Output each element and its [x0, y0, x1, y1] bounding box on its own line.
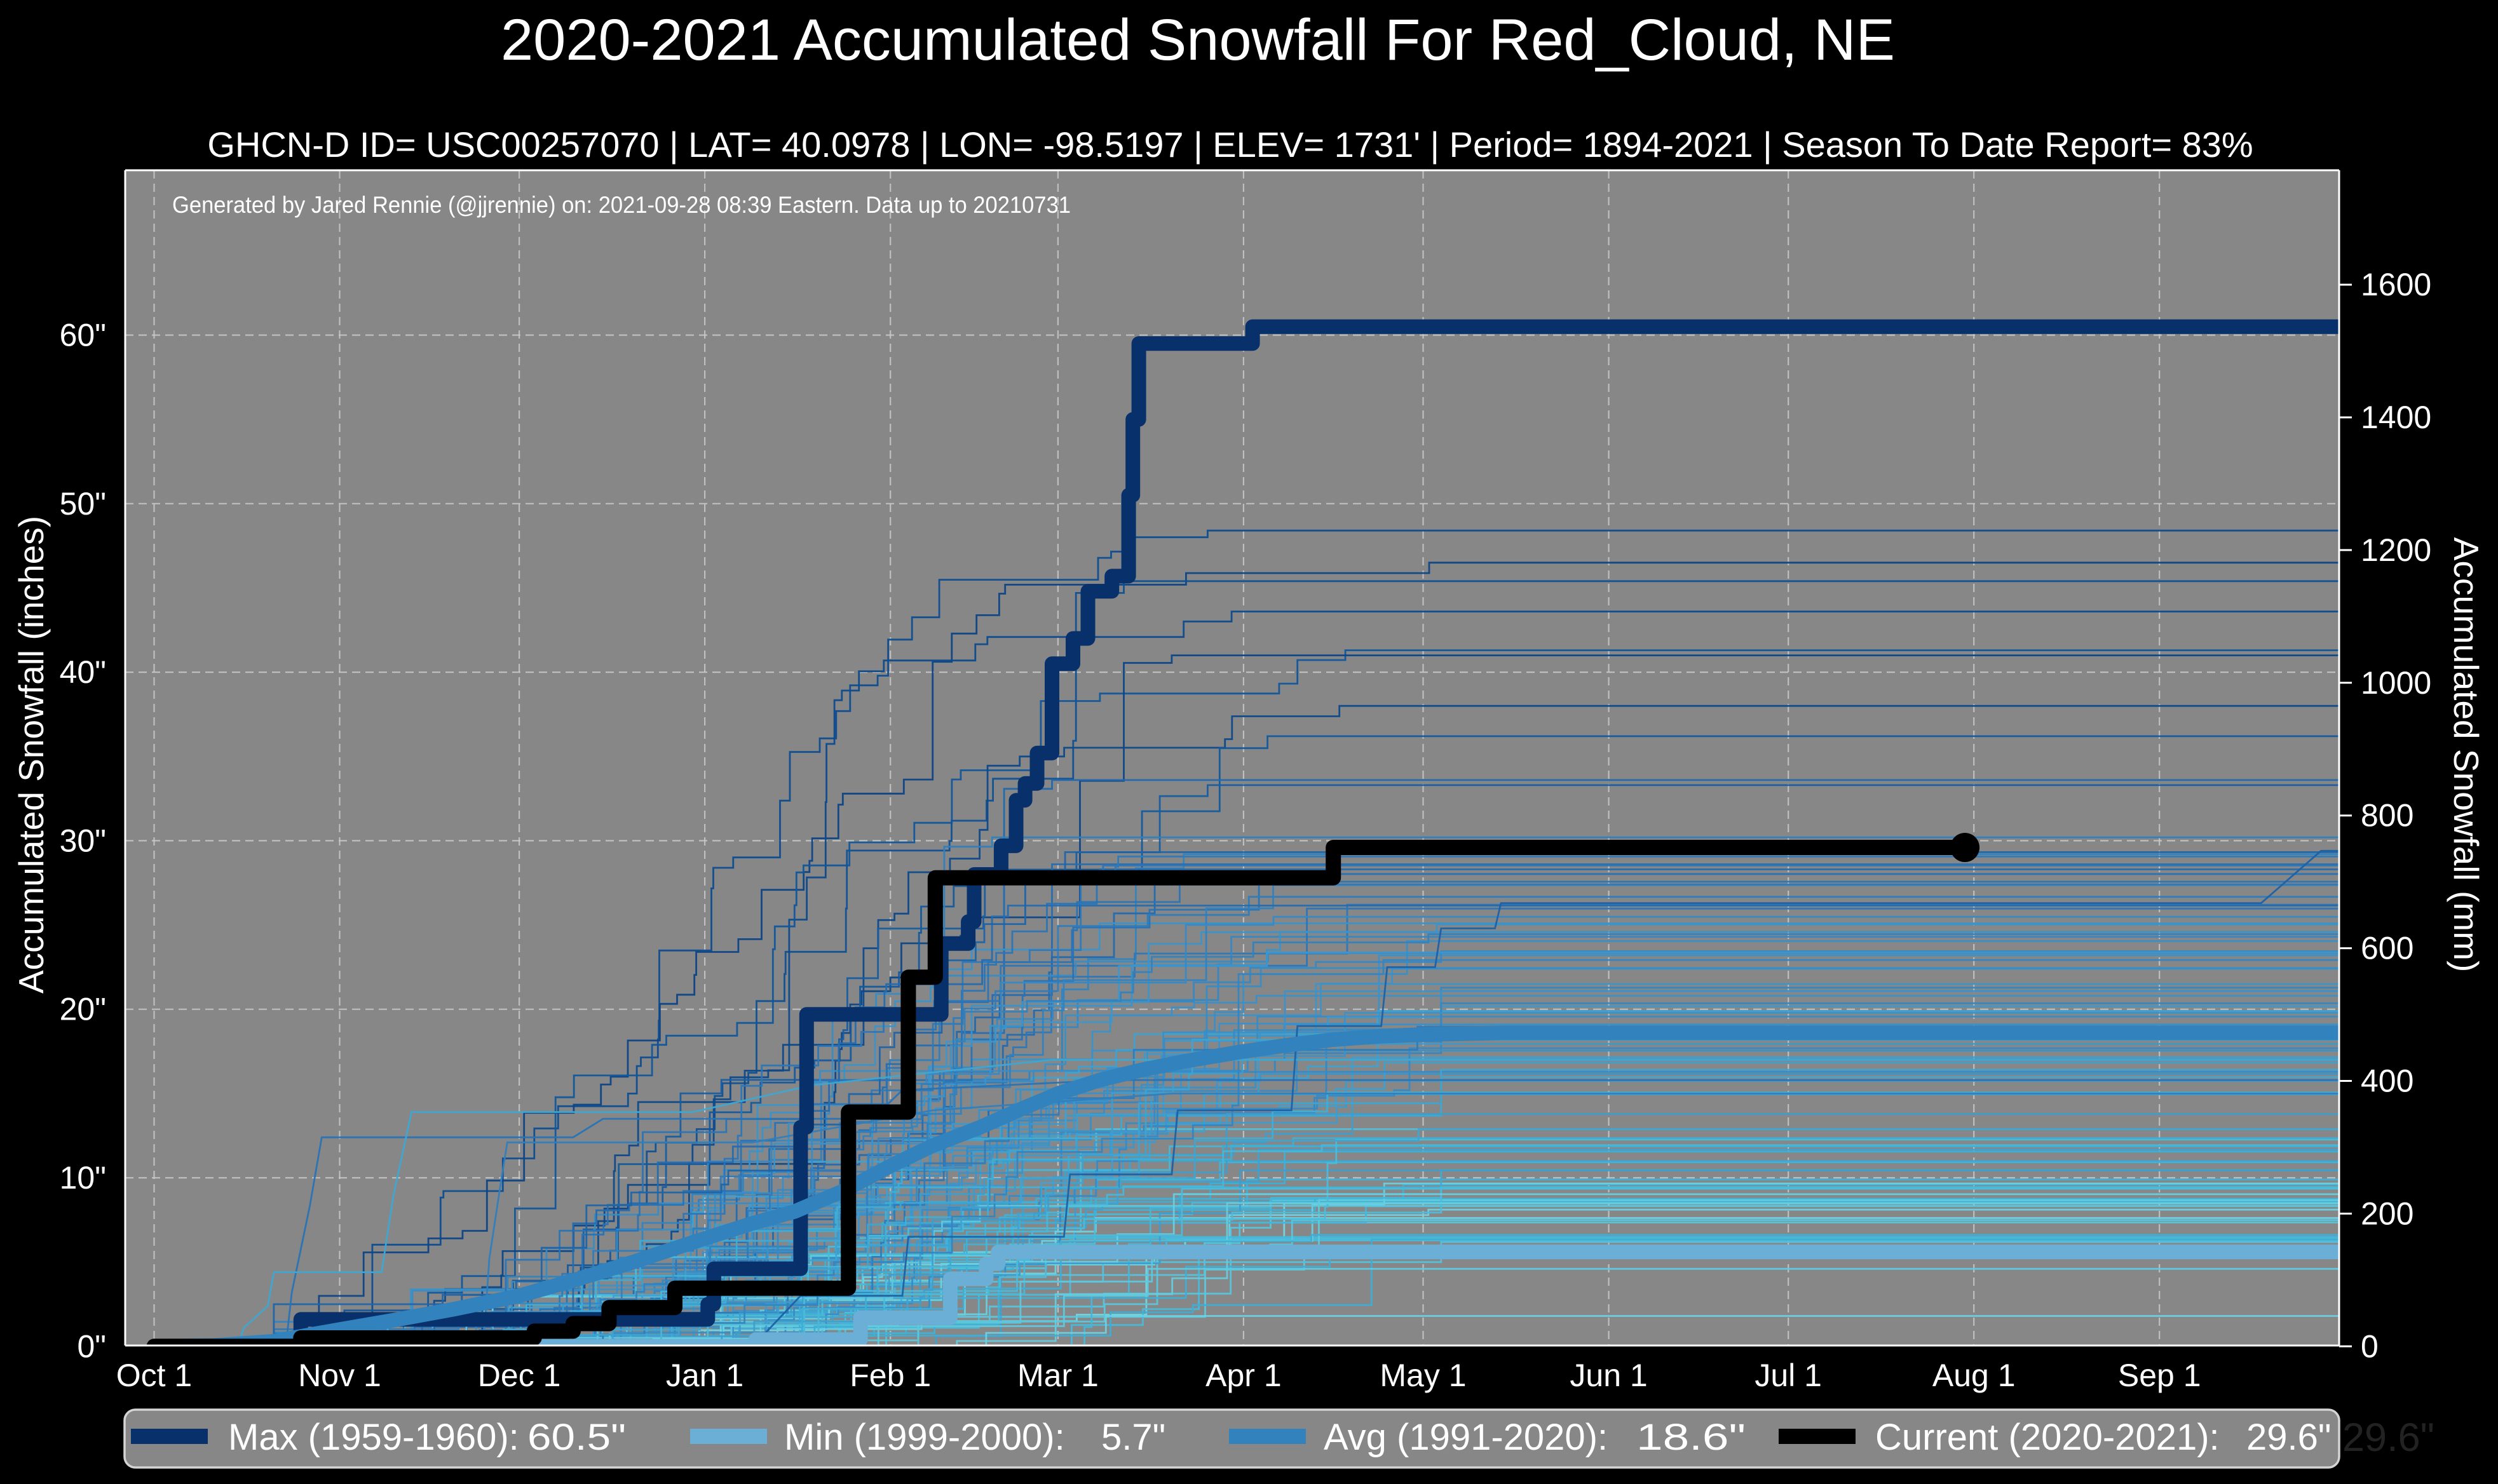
svg-text:Generated by Jared Rennie (@jj: Generated by Jared Rennie (@jjrennie) on…	[172, 192, 1071, 218]
svg-text:Accumulated Snowfall (inches): Accumulated Snowfall (inches)	[11, 516, 51, 994]
svg-text:60": 60"	[60, 318, 106, 353]
svg-text:Feb 1: Feb 1	[850, 1358, 931, 1393]
svg-text:0: 0	[2361, 1328, 2379, 1364]
svg-text:Apr 1: Apr 1	[1205, 1358, 1282, 1393]
svg-text:Jun 1: Jun 1	[1570, 1358, 1647, 1393]
svg-text:May 1: May 1	[1380, 1358, 1466, 1393]
svg-text:800: 800	[2361, 798, 2413, 833]
svg-text:Nov 1: Nov 1	[298, 1358, 381, 1393]
svg-text:40": 40"	[60, 654, 106, 690]
svg-text:Oct 1: Oct 1	[116, 1358, 192, 1393]
svg-text:20": 20"	[60, 992, 106, 1027]
svg-text:60.5": 60.5"	[527, 1417, 626, 1458]
svg-text:2020-2021 Accumulated Snowfall: 2020-2021 Accumulated Snowfall For Red_C…	[501, 8, 1895, 72]
svg-text:Jan 1: Jan 1	[666, 1358, 743, 1393]
svg-text:Current (2020-2021):: Current (2020-2021):	[1875, 1417, 2220, 1458]
svg-text:Max (1959-1960):: Max (1959-1960):	[228, 1417, 519, 1458]
svg-text:Accumulated Snowfall (mm): Accumulated Snowfall (mm)	[2447, 537, 2486, 973]
svg-text:1200: 1200	[2361, 532, 2431, 568]
svg-text:1400: 1400	[2361, 400, 2431, 435]
svg-text:200: 200	[2361, 1196, 2413, 1231]
svg-text:Jul 1: Jul 1	[1755, 1358, 1822, 1393]
svg-text:5.7": 5.7"	[1101, 1417, 1165, 1458]
svg-text:600: 600	[2361, 931, 2413, 966]
svg-text:Min (1999-2000):: Min (1999-2000):	[784, 1417, 1065, 1458]
svg-text:29.6": 29.6"	[2342, 1415, 2434, 1460]
svg-text:1000: 1000	[2361, 665, 2431, 701]
svg-text:Avg (1991-2020):: Avg (1991-2020):	[1324, 1417, 1608, 1458]
svg-text:GHCN-D ID= USC00257070 | LAT=: GHCN-D ID= USC00257070 | LAT= 40.0978 | …	[207, 125, 2253, 165]
svg-text:Mar 1: Mar 1	[1017, 1358, 1099, 1393]
svg-text:Aug 1: Aug 1	[1932, 1358, 2016, 1393]
svg-text:1600: 1600	[2361, 267, 2431, 302]
svg-text:0": 0"	[77, 1328, 106, 1364]
svg-text:30": 30"	[60, 823, 106, 858]
svg-text:50": 50"	[60, 486, 106, 522]
svg-text:Sep 1: Sep 1	[2118, 1358, 2201, 1393]
svg-text:10": 10"	[60, 1160, 106, 1196]
svg-text:400: 400	[2361, 1063, 2413, 1099]
svg-text:18.6": 18.6"	[1636, 1417, 1746, 1458]
svg-text:Dec 1: Dec 1	[478, 1358, 561, 1393]
svg-text:29.6": 29.6"	[2246, 1417, 2331, 1458]
